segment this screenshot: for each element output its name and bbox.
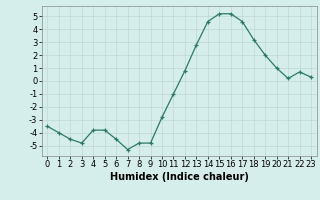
X-axis label: Humidex (Indice chaleur): Humidex (Indice chaleur) — [110, 172, 249, 182]
